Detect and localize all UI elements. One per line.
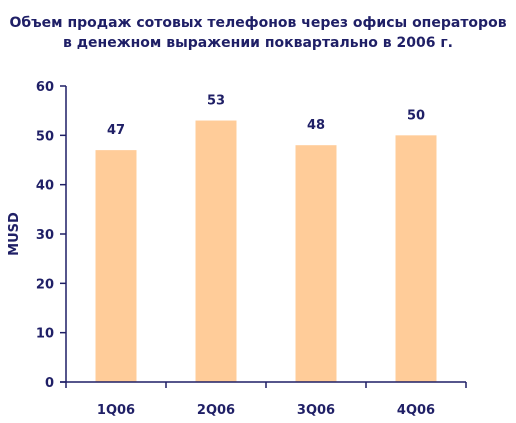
data-label-3q06: 48 [307,118,325,133]
x-tick-label-1q06: 1Q06 [97,403,135,418]
x-tick-label-2q06: 2Q06 [197,403,235,418]
y-axis-label: MUSD [7,212,22,256]
x-tick-label-3q06: 3Q06 [297,403,335,418]
y-tick-label-0: 0 [45,376,54,391]
data-label-2q06: 53 [207,94,225,109]
data-label-1q06: 47 [107,123,125,138]
x-tick-label-4q06: 4Q06 [397,403,435,418]
y-tick-label-30: 30 [36,228,54,243]
y-tick-label-50: 50 [36,129,54,144]
bar-4q06 [395,135,437,382]
y-tick-label-10: 10 [36,327,54,342]
chart-title: Объем продаж сотовых телефонов через офи… [0,13,516,53]
bar-1q06 [95,150,137,382]
chart-title-line-1: Объем продаж сотовых телефонов через офи… [9,15,507,31]
y-tick-label-40: 40 [36,179,54,194]
data-label-4q06: 50 [407,108,425,123]
y-tick-label-60: 60 [36,80,54,95]
bar-2q06 [195,120,237,383]
chart-title-line-2: в денежном выражении поквартально в 2006… [63,35,453,51]
bar-3q06 [295,145,337,382]
y-tick-label-20: 20 [36,277,54,292]
